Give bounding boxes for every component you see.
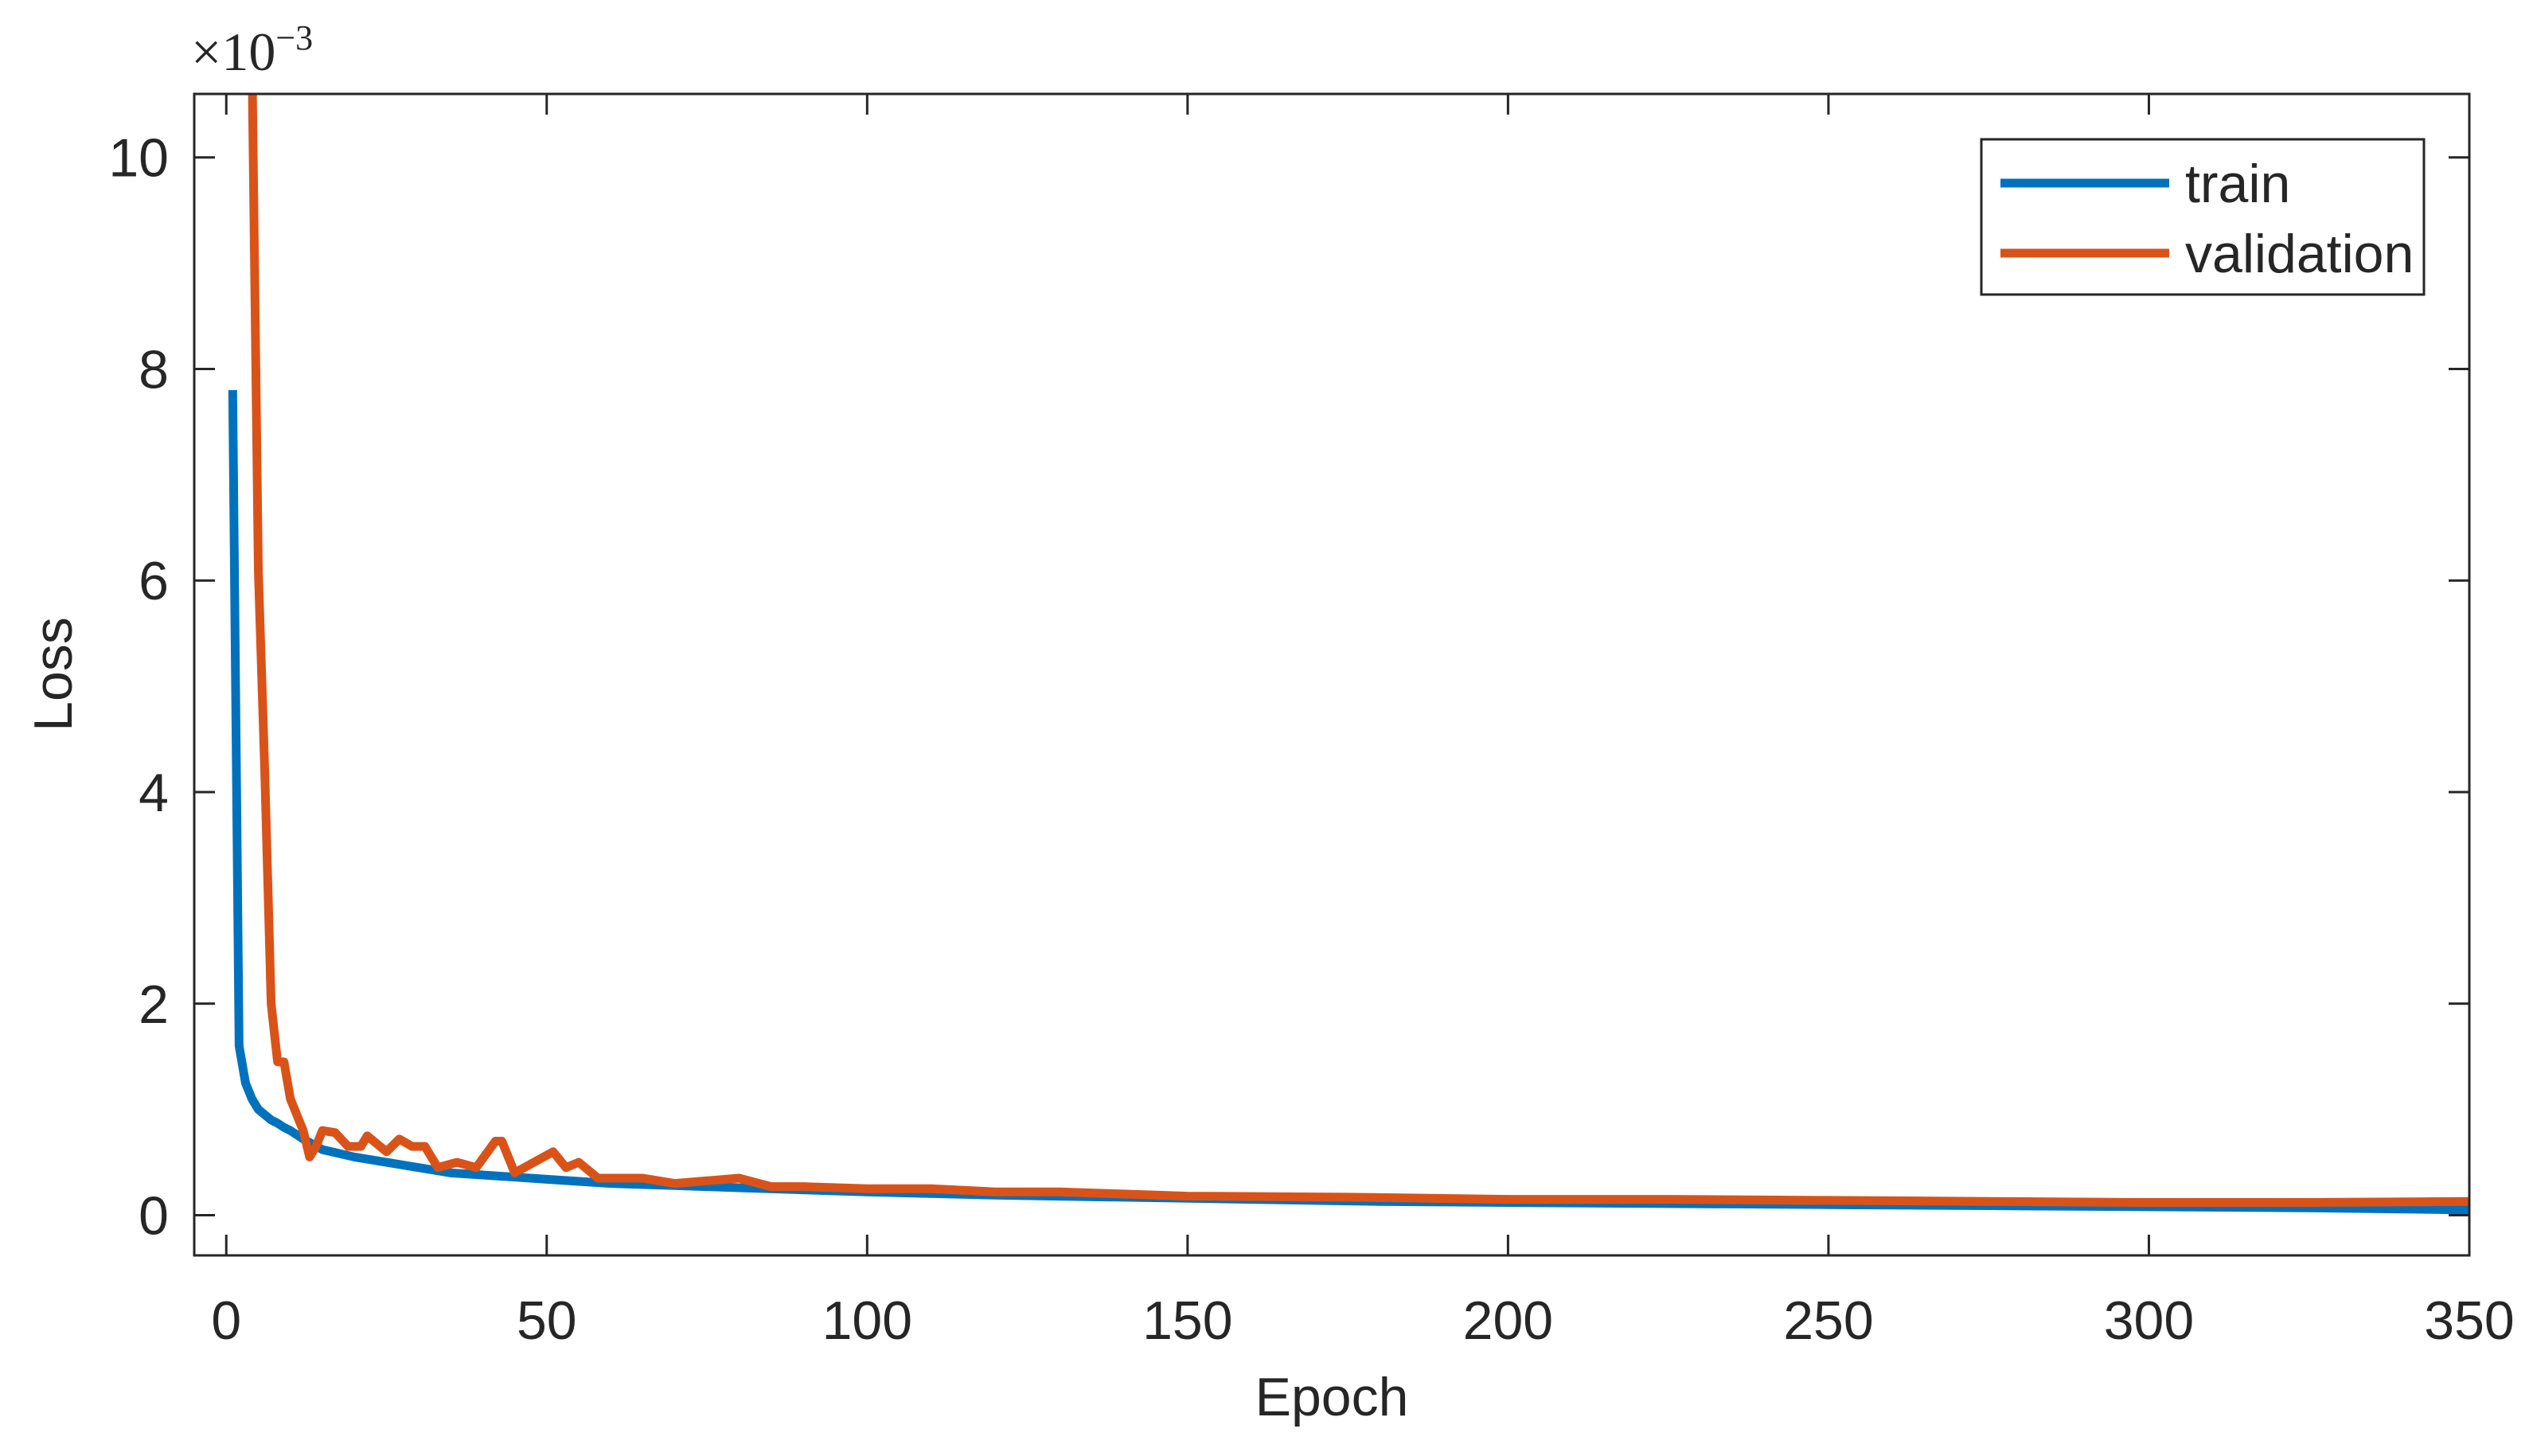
y-tick-label: 6 xyxy=(139,551,169,611)
y-tick-label: 10 xyxy=(108,128,169,189)
y-tick-label: 0 xyxy=(139,1186,169,1247)
legend-box xyxy=(1980,138,2426,296)
legend-label: validation xyxy=(2185,224,2414,284)
y-axis-label: Loss xyxy=(23,617,84,732)
y-tick-label: 2 xyxy=(139,974,169,1035)
plot-area xyxy=(228,94,2469,1215)
x-tick-label: 0 xyxy=(211,1290,241,1351)
x-axis-label: Epoch xyxy=(1255,1367,1409,1427)
y-tick-label: 8 xyxy=(139,339,169,400)
multiplier-base: ×10 xyxy=(191,21,275,82)
y-scale-multiplier: ×10−3 xyxy=(191,18,313,82)
y-tick-label: 4 xyxy=(139,763,169,823)
x-tick-label: 300 xyxy=(2104,1290,2194,1351)
x-tick-label: 100 xyxy=(822,1290,912,1351)
series-line xyxy=(228,390,2469,1215)
legend-label: train xyxy=(2185,154,2290,214)
x-tick-label: 150 xyxy=(1142,1290,1232,1351)
x-tick-label: 350 xyxy=(2424,1290,2514,1351)
series-line xyxy=(248,94,2469,1208)
x-tick-label: 250 xyxy=(1783,1290,1873,1351)
x-tick-label: 50 xyxy=(517,1290,577,1351)
axes-box xyxy=(193,92,2471,1257)
x-tick-label: 200 xyxy=(1463,1290,1553,1351)
multiplier-exponent: −3 xyxy=(275,18,313,57)
